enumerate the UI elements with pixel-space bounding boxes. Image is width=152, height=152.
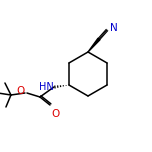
Text: N: N <box>110 23 118 33</box>
Polygon shape <box>88 38 100 52</box>
Text: HN: HN <box>39 82 54 92</box>
Text: O: O <box>17 86 25 96</box>
Text: O: O <box>51 109 59 119</box>
